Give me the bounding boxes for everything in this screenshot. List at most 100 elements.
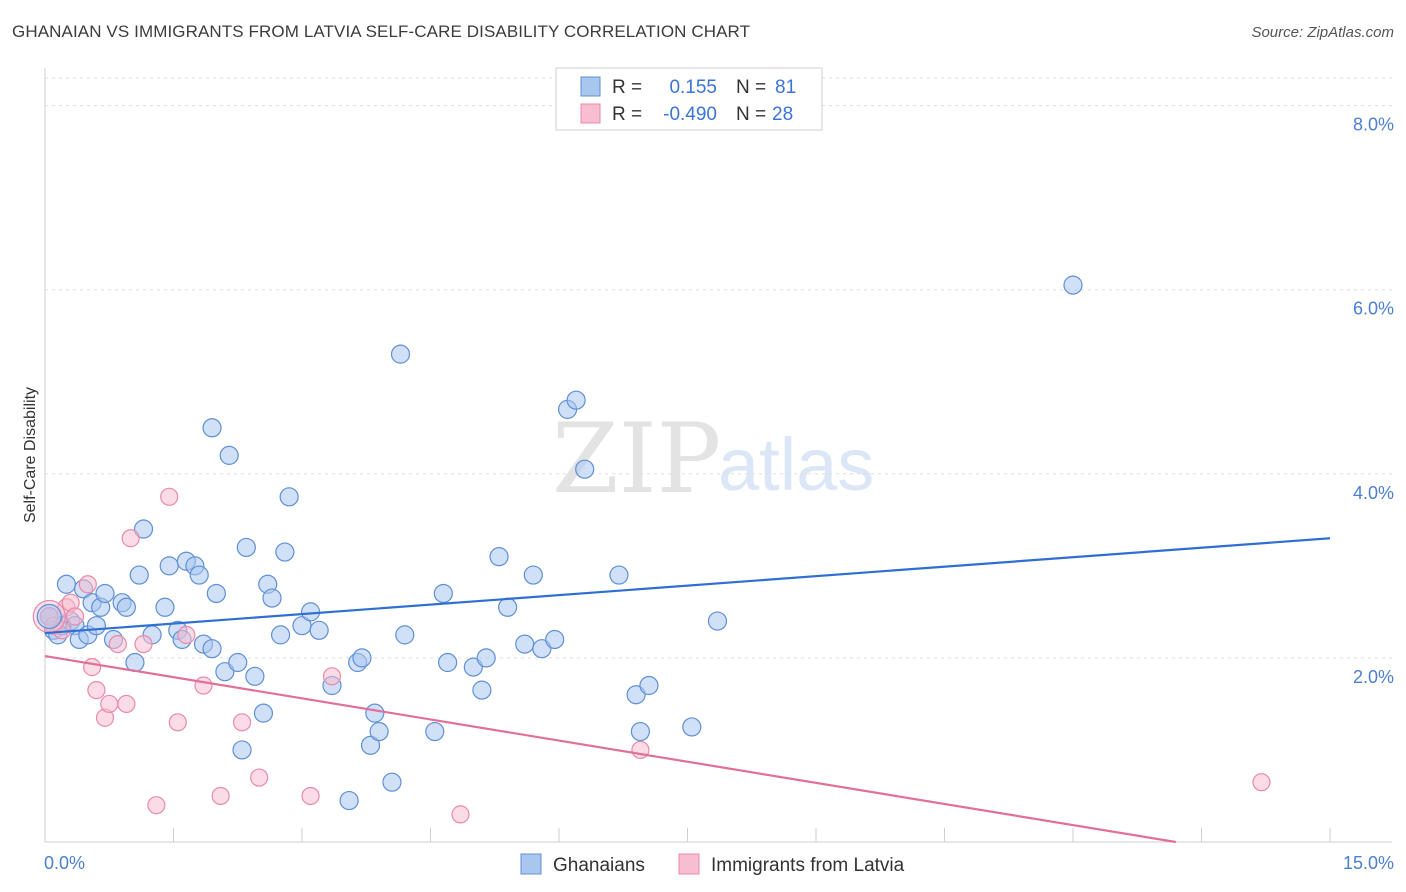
latvia-point	[65, 607, 85, 626]
latvia-point	[1252, 773, 1271, 792]
ghanaian-point	[365, 703, 385, 723]
ghanaian-point	[236, 537, 256, 558]
ghanaian-point	[116, 597, 136, 617]
ghanaian-point	[390, 344, 411, 364]
latvia-point	[451, 805, 470, 824]
legend-r-label-blue: R =	[612, 77, 642, 98]
ghanaian-point	[609, 565, 629, 585]
ghanaian-point	[515, 634, 535, 654]
legend-swatch-blue	[580, 76, 601, 97]
ghanaian-point	[129, 565, 149, 585]
y-axis-title: Self-Care Disability	[22, 387, 39, 523]
ghanaian-point	[275, 542, 295, 562]
correlation-legend: R = 0.155 N = 81 R = -0.490 N = 28	[555, 67, 823, 131]
ghanaian-point	[189, 565, 209, 585]
ghanaian-point	[206, 583, 226, 604]
ghanaian-point	[433, 583, 453, 604]
latvia-point	[121, 529, 140, 548]
ghanaian-trend-line	[44, 537, 1331, 635]
series-legend: Ghanaians Immigrants from Latvia	[520, 853, 905, 876]
ghanaian-point	[56, 574, 77, 594]
ghanaian-point	[245, 666, 265, 686]
ghanaian-point	[566, 390, 586, 410]
legend-n-value-blue: 81	[775, 77, 796, 98]
chart-source: Source: ZipAtlas.com	[1251, 24, 1394, 41]
latvia-point	[168, 713, 187, 732]
ghanaian-point	[232, 740, 252, 760]
y-tick-label: 2.0%	[1353, 667, 1394, 687]
latvia-point	[250, 768, 269, 787]
chart-title: GHANAIAN VS IMMIGRANTS FROM LATVIA SELF-…	[12, 22, 751, 41]
legend-n-label-pink: N =	[736, 104, 766, 125]
ghanaian-point	[86, 616, 107, 636]
ghanaian-point	[425, 721, 445, 742]
watermark-zip: ZIP	[552, 403, 721, 515]
y-tick-label: 8.0%	[1353, 115, 1394, 135]
latvia-point	[147, 796, 166, 815]
y-tick-label: 4.0%	[1353, 483, 1394, 503]
latvia-point	[322, 667, 342, 686]
legend-r-value-pink: -0.490	[663, 104, 717, 125]
ghanaian-point	[369, 721, 389, 742]
latvia-point	[87, 681, 106, 700]
latvia-point	[194, 676, 213, 695]
ghanaian-point	[300, 602, 321, 622]
legend-r-value-blue: 0.155	[669, 77, 717, 98]
x-tick-label-max: 15.0%	[1343, 853, 1394, 873]
ghanaian-point	[382, 772, 402, 792]
latvia-point	[160, 487, 179, 506]
ghanaian-point	[262, 588, 282, 608]
ghanaian-point	[476, 648, 496, 668]
ghanaian-point	[707, 611, 728, 631]
ghanaian-point	[630, 721, 650, 742]
ghanaian-point	[202, 639, 222, 659]
ghanaian-point	[472, 680, 492, 700]
ghanaian-point	[352, 648, 372, 668]
ghanaian-point	[155, 597, 175, 617]
ghanaian-point	[159, 556, 179, 576]
x-tick-label-min: 0.0%	[44, 853, 85, 873]
ghanaian-point	[270, 625, 291, 645]
watermark: ZIP atlas	[552, 403, 874, 515]
latvia-point	[100, 694, 119, 714]
ghanaian-point	[339, 790, 359, 811]
ghanaian-point	[279, 487, 299, 507]
ghanaian-point	[545, 629, 565, 650]
latvia-point	[301, 786, 320, 806]
latvia-point	[177, 625, 196, 644]
latvia-point	[232, 713, 252, 732]
ghanaian-point	[523, 565, 543, 585]
ghanaian-point	[228, 652, 248, 673]
ghanaian-point	[202, 418, 222, 438]
ghanaian-point	[489, 547, 509, 567]
legend-n-value-pink: 28	[772, 104, 793, 125]
latvia-point	[108, 634, 127, 654]
y-tick-label: 6.0%	[1353, 299, 1394, 319]
latvia-point	[83, 658, 102, 677]
bottom-legend-swatch-latvia	[678, 853, 700, 875]
ghanaian-point	[219, 445, 239, 465]
latvia-trend-line	[44, 654, 1176, 844]
watermark-atlas: atlas	[718, 423, 874, 506]
ghanaian-point-cluster	[36, 603, 62, 630]
bottom-legend-latvia: Immigrants from Latvia	[711, 855, 905, 876]
ghanaian-point	[395, 625, 415, 645]
bottom-legend-ghanaians: Ghanaians	[553, 855, 645, 876]
legend-n-label-blue: N =	[736, 77, 766, 98]
latvia-point	[117, 694, 136, 714]
ghanaian-point	[682, 717, 702, 737]
ghanaian-point	[639, 675, 659, 696]
trend-layer	[44, 537, 1331, 844]
legend-r-label-pink: R =	[612, 104, 642, 125]
ghanaian-point	[133, 519, 154, 539]
axes-layer: 2.0% 4.0% 6.0% 8.0%	[44, 68, 1394, 843]
ghanaian-point	[253, 703, 274, 723]
latvia-point	[134, 634, 153, 654]
ghanaian-point	[1063, 275, 1083, 295]
legend-swatch-pink	[580, 103, 601, 124]
points-layer	[32, 275, 1271, 824]
ghanaian-point	[309, 620, 329, 640]
latvia-point	[78, 575, 97, 594]
grid-layer	[45, 77, 1392, 659]
